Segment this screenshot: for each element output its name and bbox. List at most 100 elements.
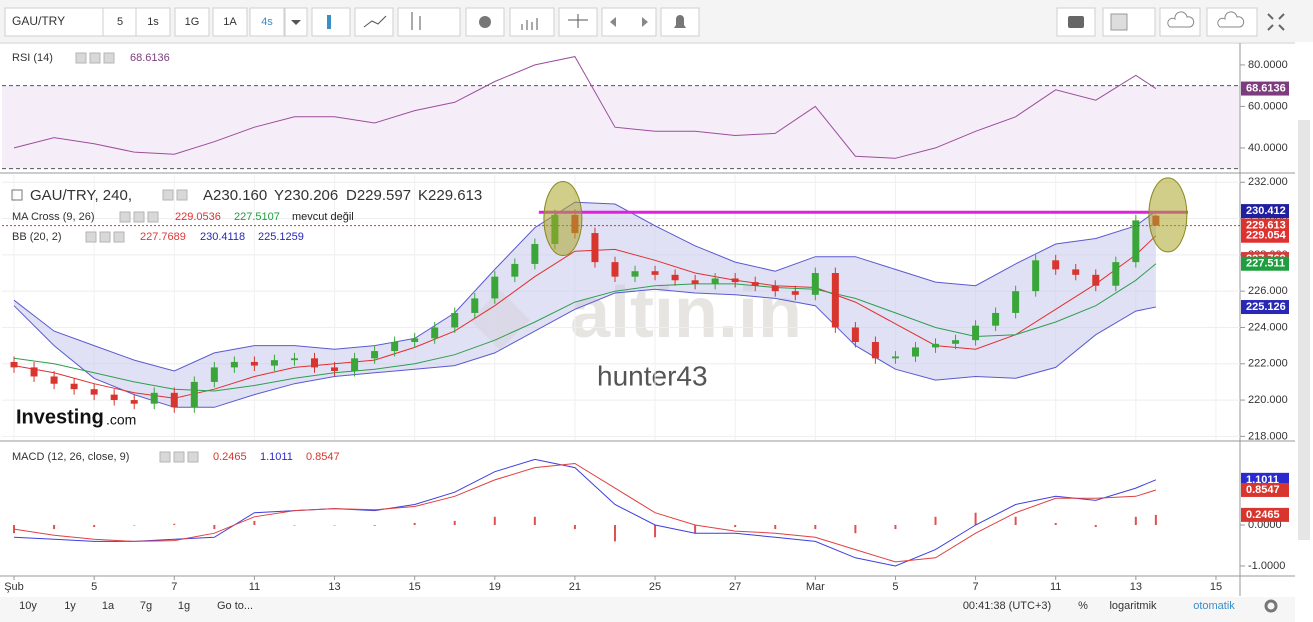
line-icon[interactable] — [354, 7, 394, 37]
candle-body — [1052, 260, 1060, 270]
price-tag — [1241, 507, 1289, 522]
price-tag-label: 68.6136 — [1246, 82, 1286, 94]
y-tick-label: 60.0000 — [1248, 100, 1288, 112]
percent-toggle[interactable]: % — [1078, 600, 1088, 612]
icon — [479, 16, 491, 28]
x-tick-label: 11 — [1050, 581, 1061, 593]
candle-body — [731, 278, 739, 283]
macd-bar — [854, 524, 857, 534]
auto-toggle[interactable]: otomatik — [1193, 600, 1235, 612]
candle-body — [431, 327, 439, 339]
candle-body — [351, 358, 359, 372]
price-tag — [1241, 204, 1289, 219]
macd-bar — [533, 516, 536, 525]
candle-body — [531, 243, 539, 264]
candle-body — [50, 376, 58, 384]
candle-body — [791, 291, 799, 295]
interval-button[interactable] — [135, 7, 171, 37]
bb-lower — [13, 288, 1156, 408]
macd-legend: MACD (12, 26, close, 9) — [12, 451, 129, 463]
y-tick-label: 226.000 — [1248, 285, 1288, 297]
candle-body — [170, 392, 178, 408]
candle-body — [1112, 262, 1120, 286]
upload[interactable] — [1206, 7, 1258, 37]
range-button[interactable]: 1a — [102, 600, 115, 612]
legend-icons — [162, 189, 188, 201]
settings[interactable] — [1264, 599, 1278, 613]
snapshot[interactable] — [1056, 7, 1096, 37]
log-toggle[interactable]: logaritmik — [1109, 600, 1157, 612]
candle-body — [150, 392, 158, 404]
candle-body — [250, 361, 258, 366]
brand: Investing — [16, 406, 104, 428]
macd-bar — [1134, 516, 1137, 525]
x-tick-label: 25 — [649, 581, 661, 593]
goto[interactable]: Go to... — [217, 600, 253, 612]
candle-body — [932, 343, 940, 348]
y-tick-label: 0.0000 — [1248, 519, 1282, 531]
scrollbar[interactable] — [1298, 120, 1310, 540]
candle-body — [751, 282, 759, 286]
candle-body — [411, 338, 419, 342]
macd-bar — [613, 524, 616, 542]
interval-button[interactable] — [249, 7, 285, 37]
candle-body — [671, 274, 679, 281]
interval-button[interactable] — [174, 7, 210, 37]
candle-body — [611, 262, 619, 277]
range-button[interactable]: 1g — [178, 600, 190, 612]
icon — [521, 18, 538, 30]
macd-value: 0.8547 — [306, 451, 340, 463]
watermark-user: hunter43 — [597, 360, 708, 391]
candle-body — [891, 356, 899, 359]
candle-body — [691, 280, 699, 284]
macd-bar — [654, 524, 657, 538]
macd-bar — [413, 522, 416, 525]
symbol-box[interactable] — [4, 7, 106, 37]
x-tick-label: 13 — [328, 581, 340, 593]
price-tag-label: 227.511 — [1246, 258, 1285, 270]
x-tick-label: Şub — [4, 581, 24, 593]
price-tag-label: 230.412 — [1246, 205, 1286, 217]
macd-bar — [1054, 522, 1057, 525]
front-layer: Investing .com RSI (14) 68.6136 GAU/TRY,… — [11, 52, 1289, 613]
bb-legend: BB (20, 2) — [12, 231, 62, 243]
interval-button[interactable] — [102, 7, 138, 37]
candle-body — [270, 360, 278, 366]
x-tick-label: 7 — [973, 581, 979, 593]
icon — [568, 14, 588, 28]
interval-button[interactable] — [212, 7, 248, 37]
macd-bar — [814, 524, 817, 530]
fullscreen[interactable] — [1267, 13, 1285, 31]
candle-body — [591, 233, 599, 263]
candle-body — [711, 278, 719, 284]
macd-bar — [373, 524, 376, 526]
macd-value: 1.1011 — [260, 451, 293, 463]
x-tick-label: 11 — [249, 581, 260, 593]
ma-legend: MA Cross (9, 26) — [12, 211, 95, 223]
candle-body — [70, 383, 78, 390]
ma-note: mevcut değil — [292, 211, 354, 223]
candle-body — [311, 358, 319, 368]
icon — [411, 12, 421, 30]
price-tag-label: 0.8547 — [1246, 484, 1280, 496]
candle-body — [1092, 274, 1100, 286]
range-button[interactable]: 10y — [19, 600, 37, 612]
collapse[interactable] — [11, 189, 23, 201]
ma-value: 227.5107 — [234, 211, 280, 223]
macd-bar — [53, 524, 56, 530]
candle-body — [952, 340, 960, 344]
price-tag — [1241, 81, 1289, 96]
candle-body — [811, 273, 819, 295]
y-tick-label: 220.000 — [1248, 394, 1288, 406]
price-tag-label: 229.613 — [1246, 219, 1286, 231]
bar-icon[interactable] — [397, 7, 461, 37]
highlight-ellipse — [543, 181, 583, 257]
macd-bar — [573, 524, 576, 530]
macd-bar — [1094, 524, 1097, 528]
candle-body — [391, 341, 399, 352]
range-button[interactable]: 1y — [64, 600, 76, 612]
candle-body — [10, 361, 18, 368]
range-button[interactable]: 7g — [140, 600, 152, 612]
macd-bar — [93, 524, 96, 528]
bb-value: 225.1259 — [258, 231, 304, 243]
